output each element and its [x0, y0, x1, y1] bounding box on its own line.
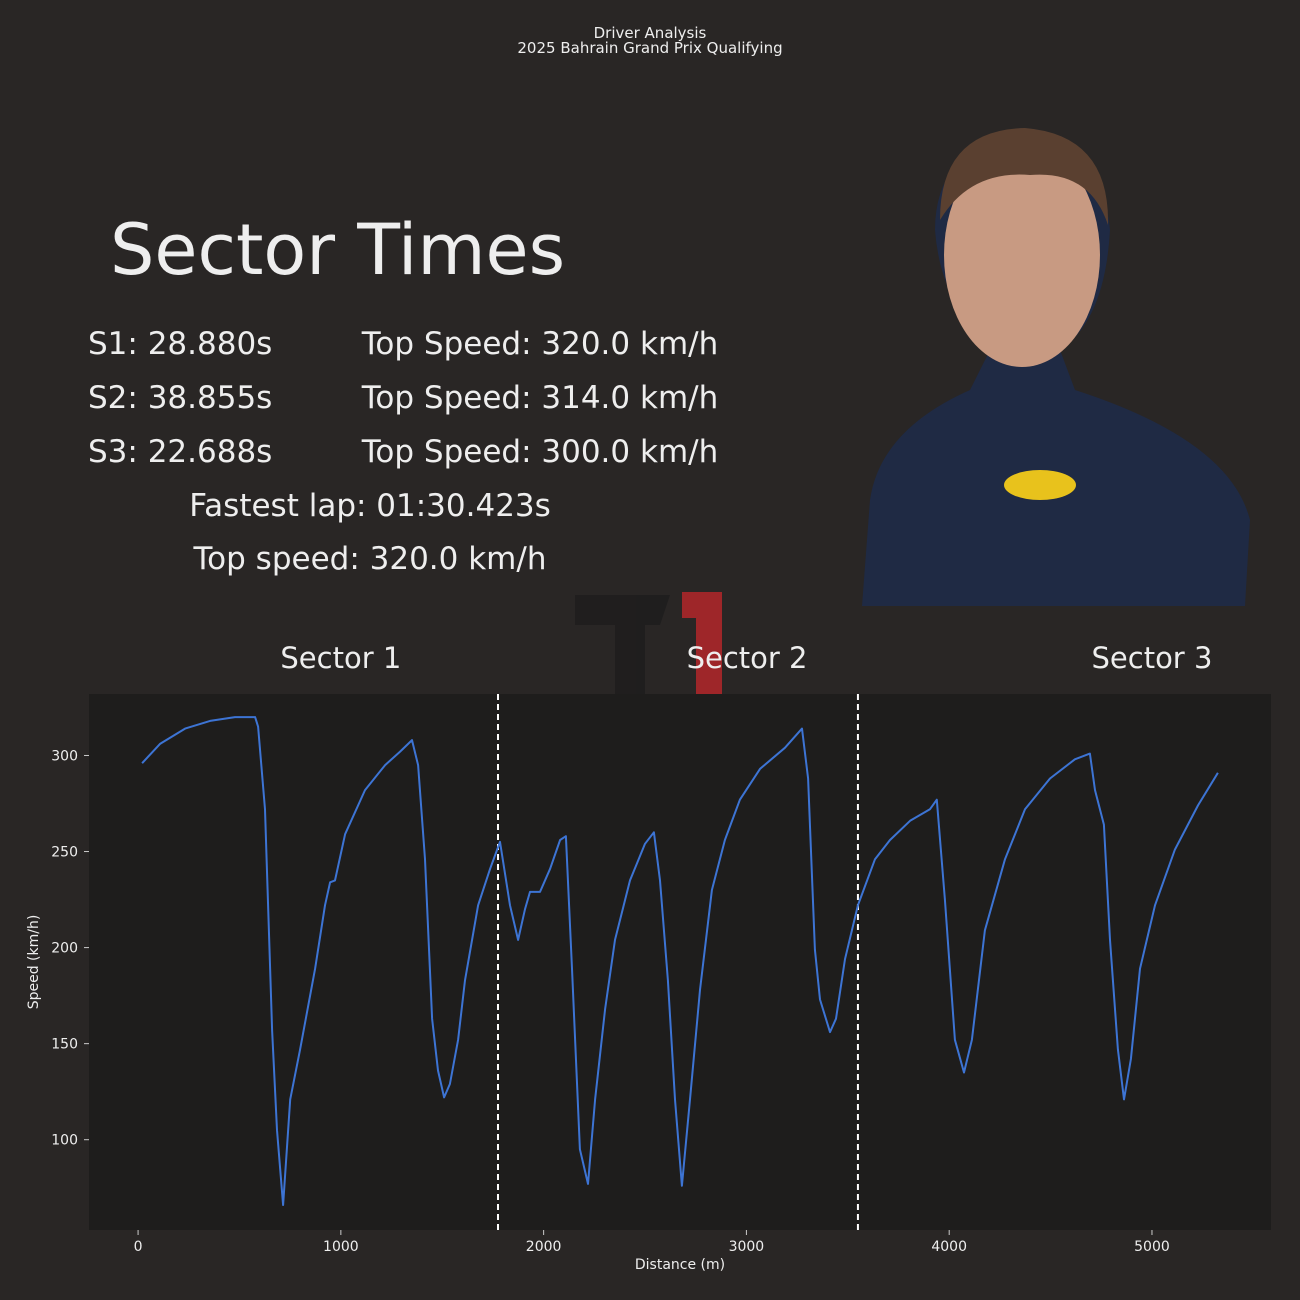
x-tick-label: 2000	[526, 1239, 562, 1255]
x-axis-label: Distance (m)	[635, 1257, 725, 1273]
x-tick-label: 5000	[1134, 1239, 1170, 1255]
y-tick-label: 200	[51, 941, 78, 957]
x-tick-label: 1000	[323, 1239, 359, 1255]
sector-top-speed: Top Speed: 320.0 km/h	[361, 326, 719, 362]
driver-photo	[862, 128, 1250, 606]
sector-time: S1: 28.880s	[88, 326, 272, 362]
f1-watermark	[575, 592, 722, 708]
sector-time: S3: 22.688s	[88, 434, 272, 470]
sector-top-speed: Top Speed: 300.0 km/h	[361, 434, 719, 470]
sector-time: S2: 38.855s	[88, 380, 272, 416]
summary-heading: Sector Times	[110, 209, 565, 291]
sector-label: Sector 2	[687, 641, 808, 675]
x-tick-label: 0	[134, 1239, 143, 1255]
y-tick-label: 100	[51, 1133, 78, 1149]
y-axis-label: Speed (km/h)	[26, 915, 42, 1010]
overall-top-speed: Top speed: 320.0 km/h	[193, 541, 547, 577]
speed-line	[141, 716, 1219, 1206]
sector-label: Sector 1	[280, 641, 401, 675]
plot-area	[89, 694, 1271, 1230]
title: Driver Analysis	[594, 24, 707, 42]
y-tick-label: 300	[51, 748, 78, 764]
y-tick-label: 150	[51, 1037, 78, 1053]
sector-top-speed: Top Speed: 314.0 km/h	[361, 380, 719, 416]
fastest-lap: Fastest lap: 01:30.423s	[189, 488, 551, 524]
sector-label: Sector 3	[1092, 641, 1213, 675]
subtitle: 2025 Bahrain Grand Prix Qualifying	[517, 39, 782, 57]
x-tick-label: 4000	[931, 1239, 967, 1255]
x-tick-label: 3000	[729, 1239, 765, 1255]
y-tick-label: 250	[51, 845, 78, 861]
